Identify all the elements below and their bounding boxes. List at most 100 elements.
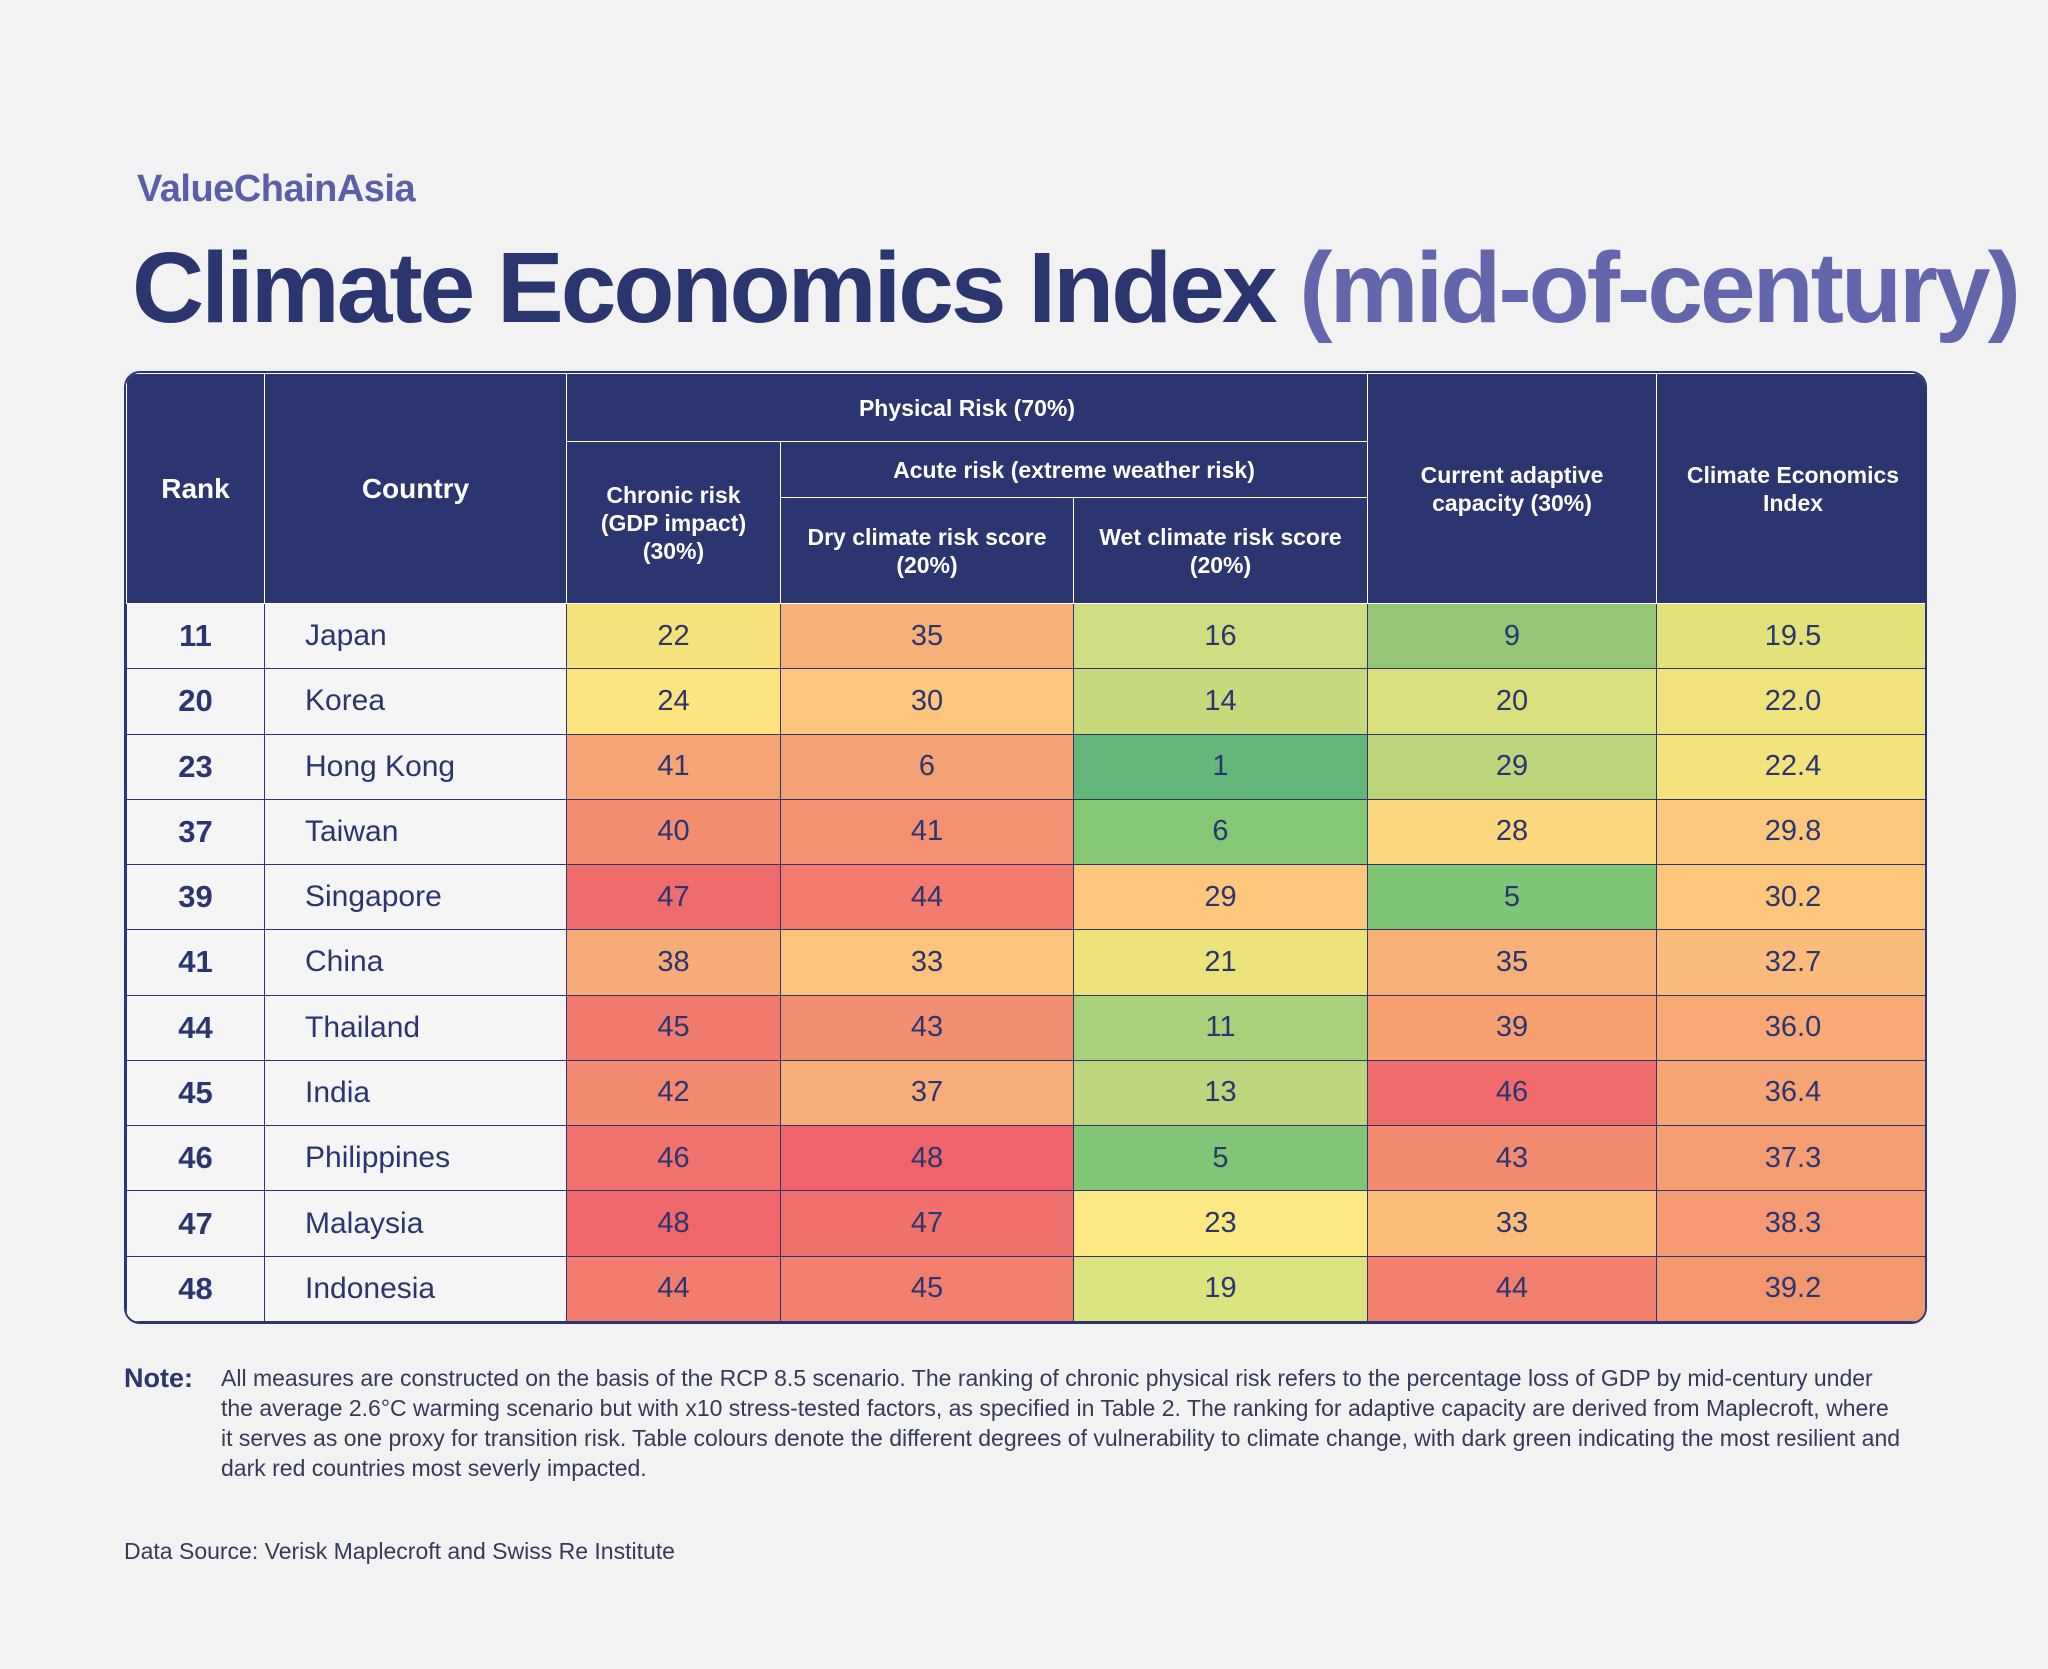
- wet-cell: 23: [1073, 1190, 1368, 1257]
- wet-cell: 5: [1073, 1125, 1368, 1192]
- header-adaptive-capacity: Current adaptive capacity (30%): [1367, 373, 1657, 604]
- rank-cell: 23: [126, 733, 265, 800]
- wet-cell: 1: [1073, 733, 1368, 800]
- table-row: 47 Malaysia 48 47 23 33 38.3: [126, 1190, 1925, 1257]
- dry-cell: 41: [780, 798, 1074, 866]
- note-label: Note:: [124, 1363, 193, 1393]
- adaptive-cell: 20: [1367, 668, 1657, 735]
- rank-cell: 44: [126, 994, 265, 1061]
- header-country: Country: [264, 373, 567, 604]
- table-row: 48 Indonesia 44 45 19 44 39.2: [126, 1255, 1925, 1322]
- dry-cell: 43: [780, 994, 1074, 1061]
- data-source: Data Source: Verisk Maplecroft and Swiss…: [124, 1538, 675, 1564]
- table-row: 46 Philippines 46 48 5 43 37.3: [126, 1125, 1925, 1192]
- chronic-cell: 45: [566, 994, 781, 1061]
- chronic-cell: 22: [566, 602, 781, 670]
- dry-cell: 47: [780, 1190, 1074, 1257]
- page-title: Climate Economics Index (mid-of-century): [132, 228, 2021, 348]
- adaptive-cell: 35: [1367, 929, 1657, 996]
- adaptive-cell: 43: [1367, 1125, 1657, 1192]
- dry-cell: 6: [780, 733, 1074, 800]
- title-main: Climate Economics Index: [132, 232, 1277, 344]
- index-table: Rank Country Physical Risk (70%) Current…: [124, 371, 1927, 1324]
- chronic-cell: 41: [566, 733, 781, 800]
- adaptive-cell: 33: [1367, 1190, 1657, 1257]
- rank-cell: 20: [126, 668, 265, 735]
- country-cell: Taiwan: [264, 798, 567, 866]
- cei-cell: 37.3: [1656, 1125, 1925, 1192]
- chronic-cell: 44: [566, 1255, 781, 1322]
- cei-cell: 32.7: [1656, 929, 1925, 996]
- chronic-cell: 47: [566, 864, 781, 931]
- rank-cell: 41: [126, 929, 265, 996]
- cei-cell: 29.8: [1656, 798, 1925, 866]
- adaptive-cell: 44: [1367, 1255, 1657, 1322]
- table-row: 20 Korea 24 30 14 20 22.0: [126, 668, 1925, 735]
- header-dry-risk: Dry climate risk score (20%): [780, 497, 1074, 604]
- country-cell: Indonesia: [264, 1255, 567, 1322]
- dry-cell: 45: [780, 1255, 1074, 1322]
- chronic-cell: 42: [566, 1059, 781, 1127]
- dry-cell: 48: [780, 1125, 1074, 1192]
- rank-cell: 45: [126, 1059, 265, 1127]
- rank-cell: 48: [126, 1255, 265, 1322]
- wet-cell: 21: [1073, 929, 1368, 996]
- wet-cell: 13: [1073, 1059, 1368, 1127]
- table-row: 41 China 38 33 21 35 32.7: [126, 929, 1925, 996]
- table-row: 39 Singapore 47 44 29 5 30.2: [126, 864, 1925, 931]
- dry-cell: 33: [780, 929, 1074, 996]
- dry-cell: 30: [780, 668, 1074, 735]
- cei-cell: 39.2: [1656, 1255, 1925, 1322]
- cei-cell: 22.4: [1656, 733, 1925, 800]
- brand-logo: ValueChainAsia: [137, 168, 416, 210]
- country-cell: China: [264, 929, 567, 996]
- rank-cell: 46: [126, 1125, 265, 1192]
- rank-cell: 37: [126, 798, 265, 866]
- chronic-cell: 24: [566, 668, 781, 735]
- chronic-cell: 48: [566, 1190, 781, 1257]
- dry-cell: 44: [780, 864, 1074, 931]
- country-cell: Japan: [264, 602, 567, 670]
- header-rank: Rank: [126, 373, 265, 604]
- wet-cell: 11: [1073, 994, 1368, 1061]
- wet-cell: 14: [1073, 668, 1368, 735]
- country-cell: Philippines: [264, 1125, 567, 1192]
- country-cell: Malaysia: [264, 1190, 567, 1257]
- table-row: 45 India 42 37 13 46 36.4: [126, 1059, 1925, 1127]
- adaptive-cell: 39: [1367, 994, 1657, 1061]
- country-cell: Hong Kong: [264, 733, 567, 800]
- adaptive-cell: 9: [1367, 602, 1657, 670]
- note-text: All measures are constructed on the basi…: [221, 1365, 1901, 1481]
- cei-cell: 36.0: [1656, 994, 1925, 1061]
- table-row: 44 Thailand 45 43 11 39 36.0: [126, 994, 1925, 1061]
- header-climate-economics-index: Climate Economics Index: [1656, 373, 1925, 604]
- note: Note: All measures are constructed on th…: [124, 1363, 1904, 1483]
- adaptive-cell: 5: [1367, 864, 1657, 931]
- chronic-cell: 38: [566, 929, 781, 996]
- wet-cell: 19: [1073, 1255, 1368, 1322]
- header-physical-risk: Physical Risk (70%): [566, 373, 1368, 442]
- chronic-cell: 46: [566, 1125, 781, 1192]
- wet-cell: 16: [1073, 602, 1368, 670]
- header-chronic-risk: Chronic risk (GDP impact) (30%): [566, 441, 781, 604]
- cei-cell: 22.0: [1656, 668, 1925, 735]
- cei-cell: 38.3: [1656, 1190, 1925, 1257]
- adaptive-cell: 46: [1367, 1059, 1657, 1127]
- wet-cell: 6: [1073, 798, 1368, 866]
- header-wet-risk: Wet climate risk score (20%): [1073, 497, 1368, 604]
- rank-cell: 47: [126, 1190, 265, 1257]
- rank-cell: 39: [126, 864, 265, 931]
- table-row: 37 Taiwan 40 41 6 28 29.8: [126, 798, 1925, 866]
- table-body: 11 Japan 22 35 16 9 19.5 20 Korea 24 30 14 20 22.0 23 H…: [126, 602, 1925, 1322]
- title-subtitle: (mid-of-century): [1299, 232, 2021, 344]
- dry-cell: 35: [780, 602, 1074, 670]
- adaptive-cell: 28: [1367, 798, 1657, 866]
- cei-cell: 19.5: [1656, 602, 1925, 670]
- header-acute-risk: Acute risk (extreme weather risk): [780, 441, 1368, 498]
- rank-cell: 11: [126, 602, 265, 670]
- country-cell: Singapore: [264, 864, 567, 931]
- chronic-cell: 40: [566, 798, 781, 866]
- country-cell: India: [264, 1059, 567, 1127]
- dry-cell: 37: [780, 1059, 1074, 1127]
- table-row: 11 Japan 22 35 16 9 19.5: [126, 602, 1925, 670]
